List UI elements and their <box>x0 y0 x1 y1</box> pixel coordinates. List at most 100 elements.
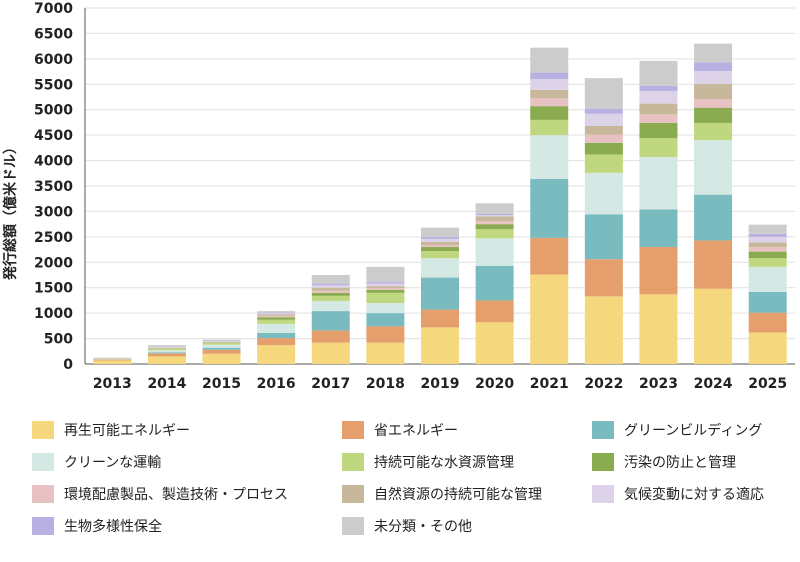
bar-segment <box>584 259 623 297</box>
bar-segment <box>311 342 350 364</box>
bar-segment <box>639 209 678 248</box>
bar-segment <box>421 238 459 242</box>
bar-segment <box>530 89 569 99</box>
bar-segment <box>530 106 569 120</box>
bar-segment <box>366 302 405 314</box>
bar-segment <box>311 275 350 284</box>
bar-segment <box>147 345 186 348</box>
bar-segment <box>366 288 405 290</box>
legend-item: 未分類・その他 <box>342 516 472 536</box>
bar-segment <box>694 43 733 63</box>
x-tick-label: 2013 <box>93 376 132 392</box>
bar-segment <box>530 274 569 364</box>
bar-segment <box>202 339 241 342</box>
bar-segment <box>475 300 514 323</box>
bar-segment <box>311 283 350 286</box>
bar-segment <box>694 194 733 241</box>
bar-segment <box>584 172 623 215</box>
bar-segment <box>475 216 514 222</box>
bar-segment <box>366 326 405 343</box>
bar-segment <box>421 244 459 248</box>
bar-segment <box>748 242 787 248</box>
bar-segment <box>366 283 405 287</box>
y-axis-label: 発行総額（億米ドル） <box>3 140 19 280</box>
x-tick-label: 2023 <box>639 376 678 392</box>
bar-segment <box>530 98 569 107</box>
legend-swatch <box>592 485 614 503</box>
bar-segment <box>366 342 405 364</box>
bar-segment <box>257 319 296 324</box>
bar-segment <box>748 312 787 333</box>
legend-swatch <box>592 421 614 439</box>
bar-segment <box>639 294 678 364</box>
x-tick-label: 2018 <box>366 376 405 392</box>
x-tick-label: 2024 <box>694 376 733 392</box>
bar-segment <box>257 315 296 318</box>
bar-segment <box>366 313 405 327</box>
bar-segment <box>257 332 296 339</box>
bar-segment <box>475 213 514 215</box>
bar-segment <box>421 251 459 259</box>
legend-swatch <box>32 421 54 439</box>
bar-segment <box>694 99 733 108</box>
x-tick-label: 2017 <box>311 376 350 392</box>
bar-segment <box>421 227 459 237</box>
y-tick-label: 4000 <box>34 154 73 170</box>
bar-segment <box>311 330 350 343</box>
bar-segment <box>639 247 678 295</box>
stacked-bar-chart: 0 500 1000 1500 2000 2500 3000 3500 4000 4500 5000… <box>34 1 795 392</box>
legend-swatch <box>342 453 364 471</box>
bar-segment <box>475 229 514 239</box>
y-tick-label: 2000 <box>34 255 73 271</box>
bar-segment <box>475 221 514 225</box>
y-tick-label: 500 <box>44 332 73 348</box>
bar-segment <box>748 224 787 234</box>
x-tick-label: 2014 <box>147 376 186 392</box>
bar-segment <box>639 103 678 115</box>
y-axis-tick-labels: 0 500 1000 1500 2000 2500 3000 3500 4000 4500 5000… <box>34 1 73 373</box>
bars <box>93 43 787 364</box>
bar-segment <box>257 345 296 364</box>
y-tick-label: 4500 <box>34 128 73 144</box>
legend-item: 生物多様性保全 <box>32 516 162 536</box>
bar-segment <box>311 311 350 331</box>
x-tick-label: 2016 <box>257 376 296 392</box>
y-tick-label: 0 <box>63 357 73 373</box>
bar-segment <box>147 348 186 351</box>
bar-segment <box>93 359 132 361</box>
bar-segment <box>584 113 623 126</box>
bar-segment <box>694 240 733 289</box>
bar-segment <box>311 290 350 293</box>
legend-label: 持続可能な水資源管理 <box>374 455 514 471</box>
bar-segment <box>639 138 678 158</box>
bar-segment <box>202 342 241 344</box>
bar-segment <box>202 353 241 364</box>
legend-label: 気候変動に対する適応 <box>624 487 764 503</box>
bar-segment <box>748 251 787 259</box>
bar-segment <box>530 72 569 80</box>
x-tick-label: 2019 <box>421 376 460 392</box>
bar-segment <box>93 357 132 359</box>
bar-segment <box>421 277 459 310</box>
legend-item: グリーンビルディング <box>592 420 762 440</box>
y-tick-label: 2500 <box>34 230 73 246</box>
legend-label: 自然資源の持続可能な管理 <box>374 487 542 503</box>
legend-label: 環境配慮製品、製造技術・プロセス <box>64 487 288 503</box>
bar-segment <box>694 140 733 195</box>
bar-segment <box>311 285 350 288</box>
bar-segment <box>311 287 350 291</box>
x-tick-label: 2025 <box>748 376 787 392</box>
legend-label: 省エネルギー <box>374 423 458 439</box>
bar-segment <box>639 114 678 123</box>
bar-segment <box>257 338 296 346</box>
legend-item: 環境配慮製品、製造技術・プロセス <box>32 484 288 504</box>
bar-segment <box>530 237 569 275</box>
bar-segment <box>530 47 569 73</box>
bar-segment <box>147 350 186 353</box>
bar-segment <box>421 236 459 239</box>
legend-swatch <box>342 517 364 535</box>
x-tick-label: 2015 <box>202 376 241 392</box>
bar-segment <box>311 300 350 312</box>
bar-segment <box>147 356 186 364</box>
legend-swatch <box>32 485 54 503</box>
